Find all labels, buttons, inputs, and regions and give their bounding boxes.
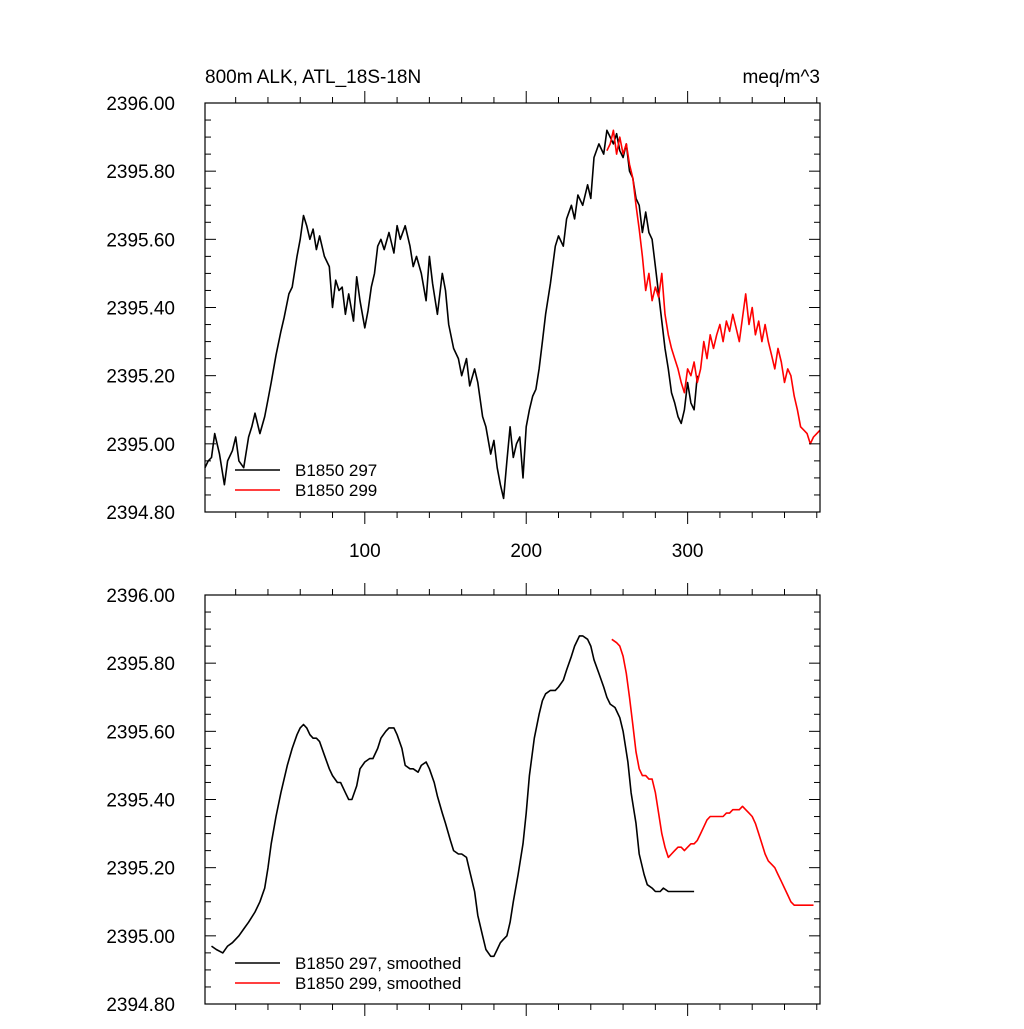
legend-label-1: B1850 297	[295, 461, 377, 480]
plot-frame	[204, 594, 821, 1005]
chart-units: meq/m^3	[742, 67, 820, 88]
series-line-1	[204, 129, 699, 500]
x-tick-label: 100	[349, 541, 381, 562]
y-tick-label: 2394.80	[106, 995, 175, 1016]
y-tick-label: 2394.80	[106, 503, 175, 524]
bottom-panel: 2394.80 2395.00 2395.20 2395.40 2395.60 2395.…	[106, 583, 821, 1016]
series-line-2	[611, 638, 814, 906]
x-tick-label: 300	[672, 541, 704, 562]
legend-label-2: B1850 299	[295, 481, 377, 500]
y-tick-label: 2395.20	[106, 367, 175, 388]
series-line-1	[211, 635, 695, 958]
chart-title: 800m ALK, ATL_18S-18N	[205, 67, 421, 88]
y-tick-label: 2395.60	[106, 230, 175, 251]
y-tick-label: 2396.00	[106, 94, 175, 115]
y-tick-label: 2395.00	[106, 927, 175, 948]
y-tick-label: 2395.80	[106, 654, 175, 675]
legend-label-2: B1850 299, smoothed	[295, 974, 461, 993]
y-tick-label: 2395.40	[106, 299, 175, 320]
y-tick-label: 2396.00	[106, 586, 175, 607]
y-tick-label: 2395.80	[106, 162, 175, 183]
legend-label-1: B1850 297, smoothed	[295, 954, 461, 973]
y-tick-label: 2395.60	[106, 722, 175, 743]
x-tick-label: 200	[510, 541, 542, 562]
y-tick-label: 2395.40	[106, 791, 175, 812]
y-tick-label: 2395.00	[106, 435, 175, 456]
y-tick-label: 2395.20	[106, 859, 175, 880]
series-line-2	[606, 129, 821, 445]
top-panel: 800m ALK, ATL_18S-18N meq/m^3 2394.80 239…	[106, 67, 821, 562]
